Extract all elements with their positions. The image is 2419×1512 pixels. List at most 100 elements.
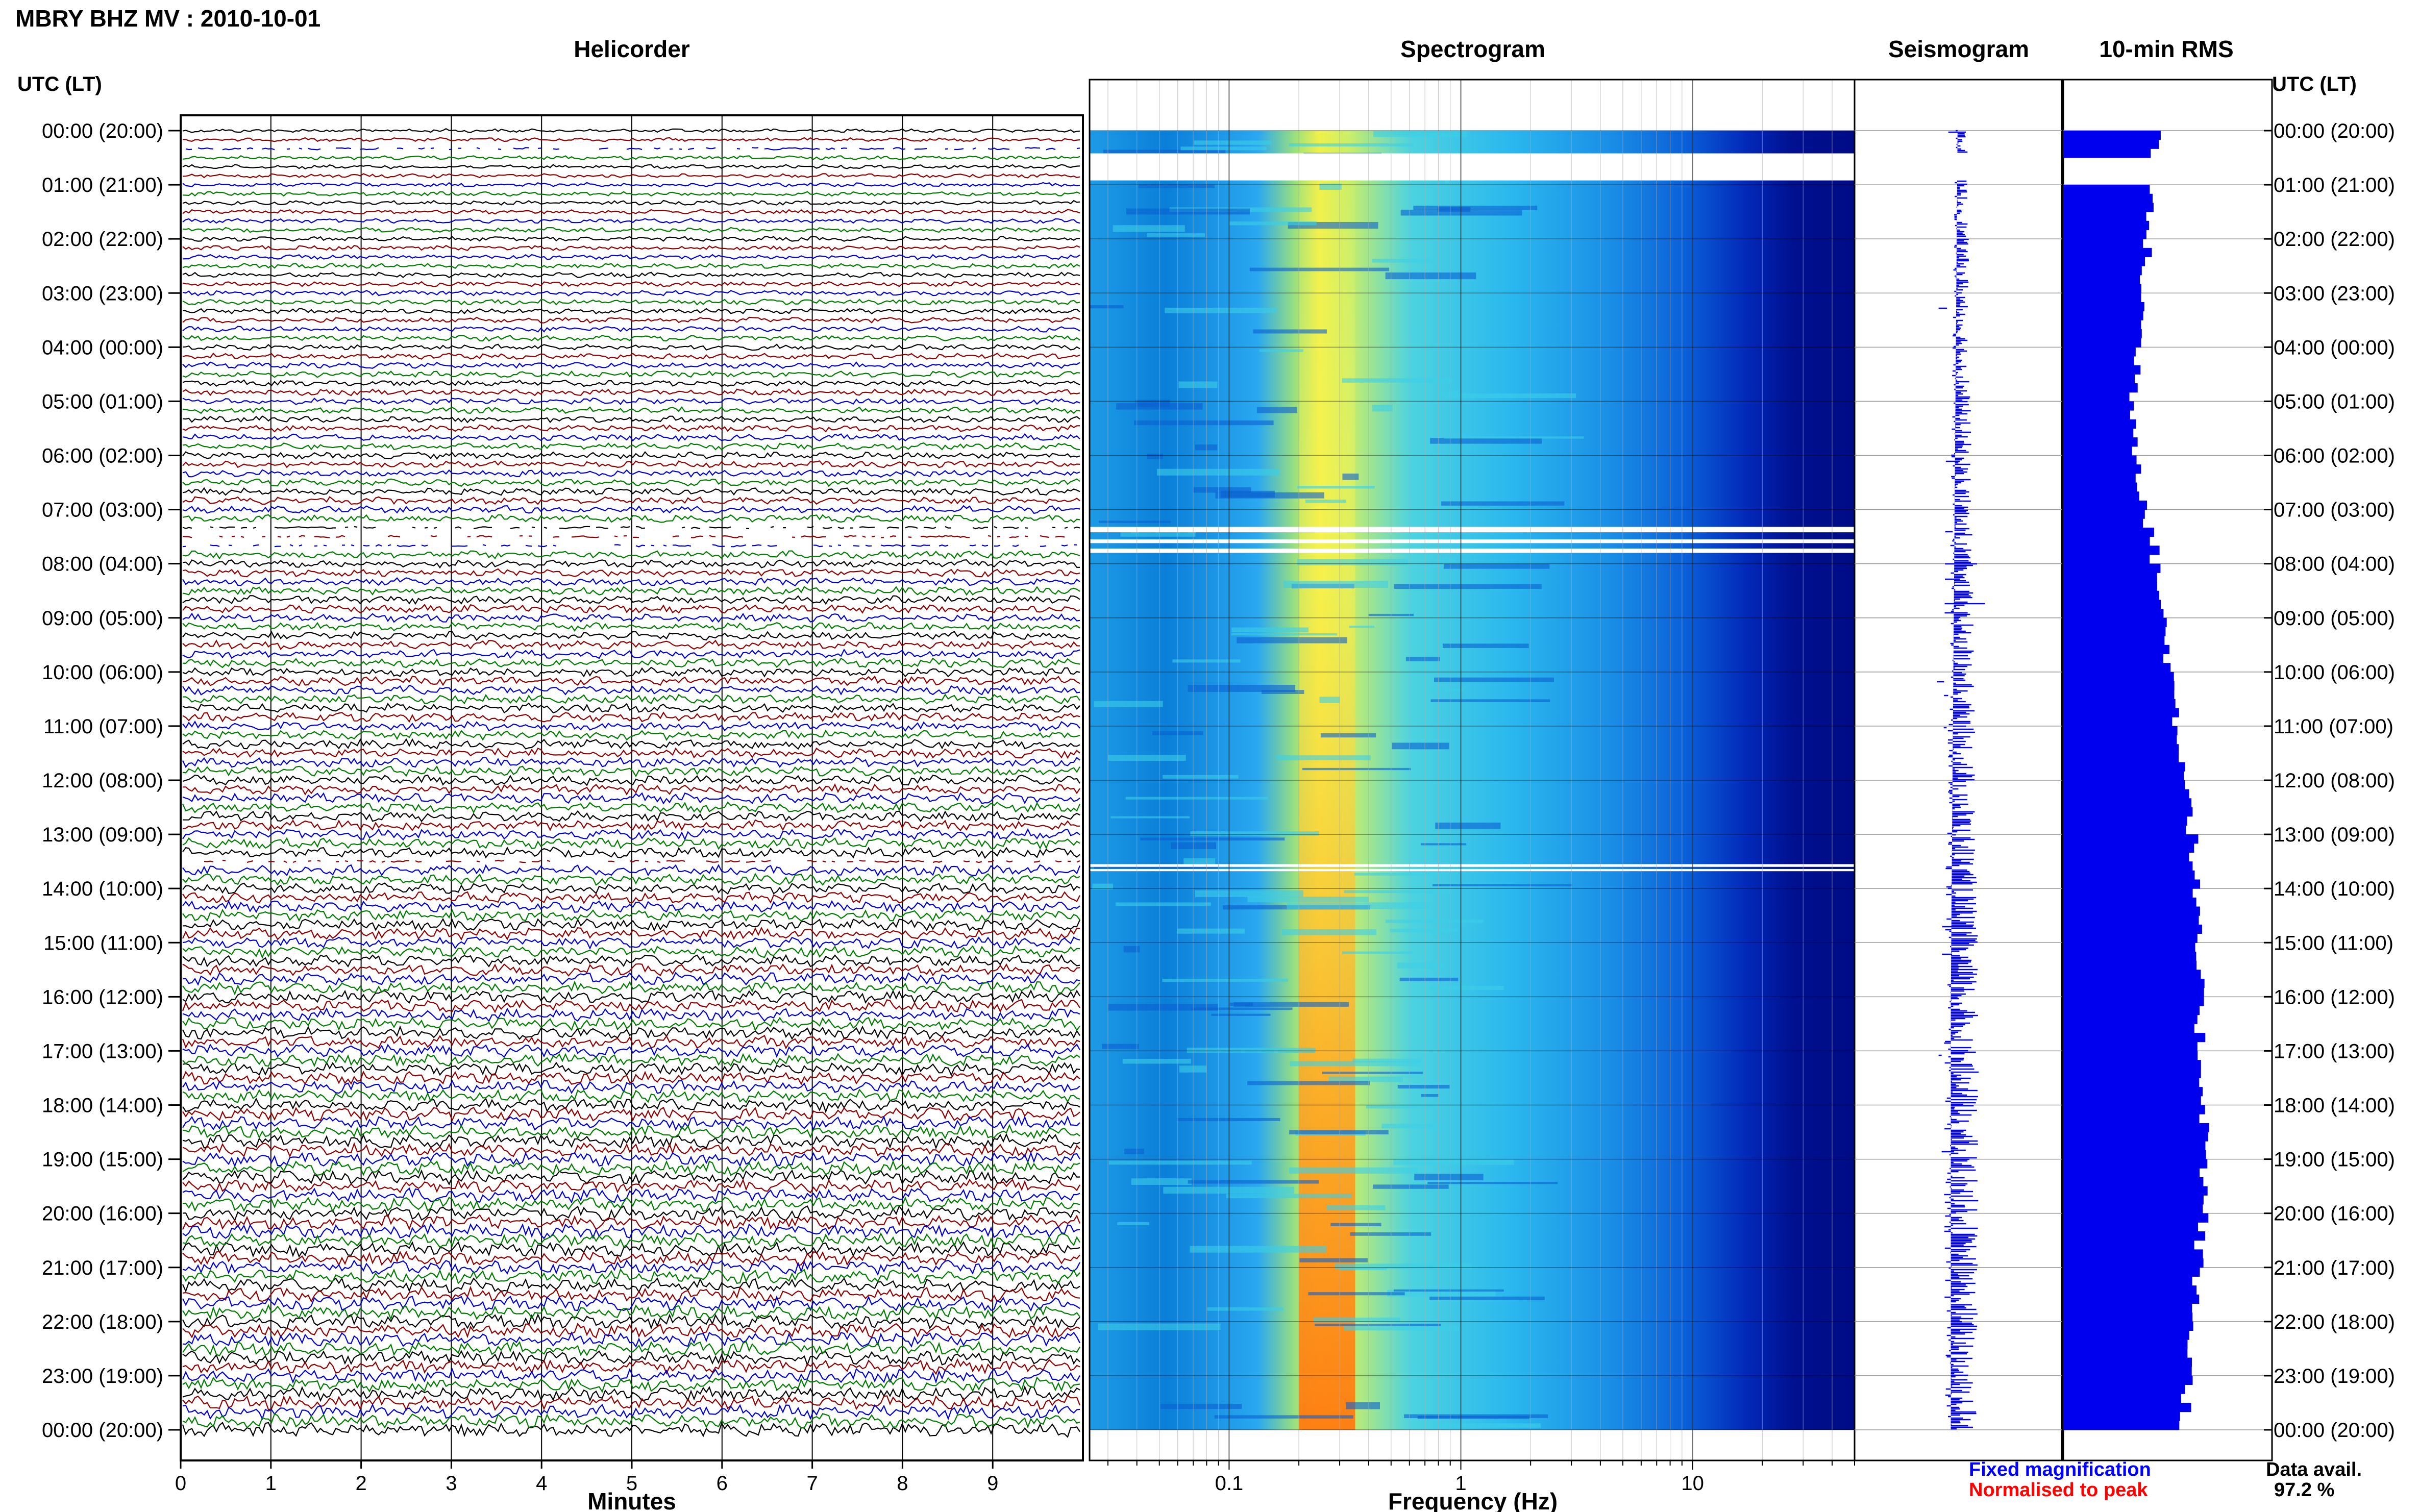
rms-bar <box>2063 410 2130 420</box>
rms-bar <box>2063 807 2193 817</box>
rms-bar <box>2063 690 2175 700</box>
rms-bar <box>2063 311 2143 320</box>
spectrogram-texture <box>1437 390 1460 394</box>
rms-bar <box>2063 726 2178 736</box>
spectrogram-texture <box>1397 962 1444 969</box>
rms-bar <box>2063 960 2197 970</box>
rms-bar <box>2063 293 2141 303</box>
rms-bar <box>2063 617 2167 627</box>
spectrogram-texture <box>1400 209 1522 216</box>
spectrogram-texture <box>1092 883 1114 889</box>
rms-bar <box>2063 230 2146 239</box>
helicorder-trace <box>182 128 1081 1438</box>
spectrogram-texture <box>1188 1180 1319 1184</box>
spectrogram-texture <box>1354 873 1445 876</box>
spectrogram-texture <box>1191 1007 1293 1010</box>
spectrogram-texture <box>1247 897 1369 903</box>
minute-tick-label: 5 <box>626 1472 637 1495</box>
time-label-left: 14:00 (10:00) <box>42 878 163 900</box>
rms-bar <box>2063 870 2195 880</box>
spectrogram-texture <box>1397 1085 1450 1089</box>
minute-tick-label: 8 <box>897 1472 908 1495</box>
spectrogram-texture <box>1138 184 1215 188</box>
rms-bar <box>2063 780 2185 790</box>
time-label-right: 19:00 (15:00) <box>2274 1149 2395 1171</box>
spectrogram-texture <box>1247 1081 1370 1085</box>
rms-bar <box>2063 1033 2206 1043</box>
rms-bar <box>2063 600 2161 609</box>
rms-bar <box>2063 1141 2206 1151</box>
rms-bar <box>2063 879 2200 889</box>
spectrogram-texture <box>1108 1004 1218 1011</box>
rms-bar <box>2063 401 2134 411</box>
spectrogram-texture <box>1207 1307 1283 1311</box>
rms-bar <box>2063 627 2166 636</box>
spectrogram-texture <box>1289 1130 1389 1135</box>
spectrogram-texture <box>1393 1159 1514 1165</box>
rms-bar <box>2063 1375 2193 1385</box>
spectrogram-texture <box>1342 473 1359 480</box>
rms-bar <box>2063 582 2157 591</box>
helicorder-xlabel: Minutes <box>587 1488 676 1512</box>
seismogram-title: Seismogram <box>1888 36 2029 62</box>
helicorder-trace <box>182 147 1081 1421</box>
spectrogram-texture <box>1427 1182 1558 1184</box>
time-labels: 00:00 (20:00) 00:00 (20:00) 01:00 (21:00) 0… <box>42 120 2395 1442</box>
spectrogram-texture <box>1124 1149 1144 1154</box>
rms-bar <box>2063 590 2159 600</box>
rms-bar <box>2063 1105 2205 1114</box>
minute-tick-label: 7 <box>806 1472 818 1495</box>
spectrogram-texture <box>1289 1167 1418 1174</box>
spectrogram-texture <box>1226 1194 1352 1199</box>
spectrogram-texture <box>1163 775 1239 779</box>
time-label-left: 22:00 (18:00) <box>42 1311 163 1333</box>
rms-bar <box>2063 573 2157 582</box>
rms-bar <box>2063 1222 2198 1232</box>
time-label-right: 22:00 (18:00) <box>2274 1311 2395 1333</box>
spectrogram-texture <box>1180 146 1267 151</box>
spectrogram-texture <box>1413 206 1538 210</box>
time-label-left: 23:00 (19:00) <box>42 1365 163 1387</box>
rms-bar <box>2063 1357 2192 1367</box>
rms-bar <box>2063 455 2137 465</box>
rms-bar <box>2063 943 2195 952</box>
minute-tick-label: 6 <box>717 1472 728 1495</box>
time-label-left: 19:00 (15:00) <box>42 1149 163 1171</box>
tz-label-right: UTC (LT) <box>2272 73 2357 95</box>
spectrogram-texture <box>1420 843 1467 846</box>
rms-bar <box>2063 1411 2180 1421</box>
rms-bar <box>2063 645 2170 654</box>
rms-bar <box>2063 1285 2197 1295</box>
rms-bar <box>2063 365 2141 375</box>
rms-bar <box>2063 1384 2185 1394</box>
spectrogram-texture <box>1102 1044 1139 1049</box>
rms-bar <box>2063 356 2134 366</box>
spectrogram-texture <box>1094 864 1218 870</box>
time-label-right: 12:00 (08:00) <box>2274 770 2395 792</box>
spectrogram-texture <box>1256 407 1297 413</box>
time-label-left: 17:00 (13:00) <box>42 1040 163 1062</box>
time-label-left: 12:00 (08:00) <box>42 770 163 792</box>
time-label-right: 04:00 (00:00) <box>2274 336 2395 359</box>
spectrogram-texture <box>1103 150 1226 156</box>
spectrogram-texture <box>1290 1061 1421 1067</box>
rms-bar <box>2063 735 2177 745</box>
spectrogram-texture <box>1429 1296 1545 1300</box>
spectrogram-panel: 0.1 1 10 <box>1089 79 1856 1495</box>
rms-bar <box>2063 1294 2200 1304</box>
spectrogram-texture <box>1430 699 1550 702</box>
rms-bar <box>2063 753 2179 763</box>
rms-bar <box>2063 1177 2204 1187</box>
data-avail-label: Data avail. <box>2266 1459 2362 1480</box>
time-label-right: 14:00 (10:00) <box>2274 878 2395 900</box>
spectrogram-texture <box>1373 131 1467 137</box>
rms-bar <box>2063 1367 2192 1376</box>
rms-bar <box>2063 951 2196 961</box>
spectrogram-texture <box>1344 890 1450 894</box>
spectrogram-texture <box>1283 581 1389 588</box>
helicorder-title: Helicorder <box>574 36 690 62</box>
spectrogram-texture <box>1287 902 1429 909</box>
spectrogram-texture <box>1399 977 1459 981</box>
spectrogram-texture <box>1442 643 1529 648</box>
rms-bar <box>2063 220 2150 230</box>
